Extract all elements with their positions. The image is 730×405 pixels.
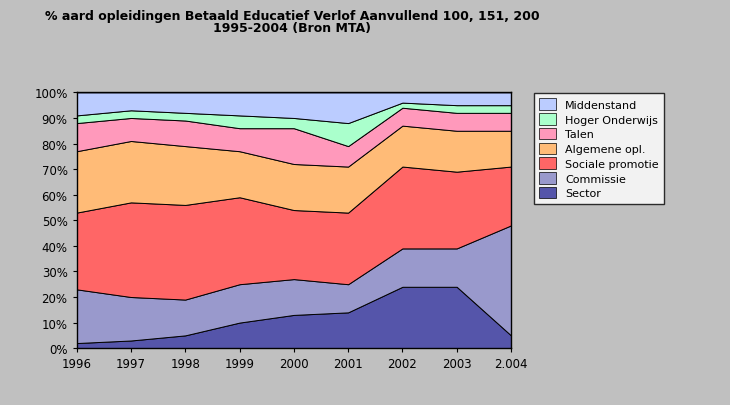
Legend: Middenstand, Hoger Onderwijs, Talen, Algemene opl., Sociale promotie, Commissie,: Middenstand, Hoger Onderwijs, Talen, Alg… [534, 94, 664, 205]
Text: % aard opleidingen Betaald Educatief Verlof Aanvullend 100, 151, 200: % aard opleidingen Betaald Educatief Ver… [45, 10, 539, 23]
Text: 1995-2004 (Bron MTA): 1995-2004 (Bron MTA) [213, 22, 371, 35]
